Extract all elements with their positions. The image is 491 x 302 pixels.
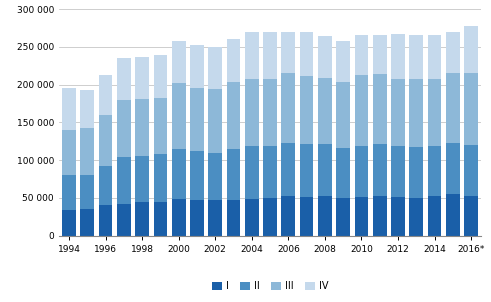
Bar	[300, 197, 313, 236]
Bar	[336, 148, 350, 198]
Bar	[464, 196, 478, 236]
Bar	[208, 200, 222, 236]
Bar	[81, 127, 94, 175]
Bar	[428, 146, 441, 196]
Bar	[227, 200, 241, 236]
Bar	[62, 175, 76, 210]
Bar	[446, 143, 460, 194]
Bar	[154, 202, 167, 236]
Bar	[464, 26, 478, 73]
Bar	[446, 32, 460, 73]
Bar	[190, 45, 204, 88]
Bar	[172, 83, 186, 149]
Bar	[135, 156, 149, 202]
Bar	[99, 166, 112, 205]
Bar	[373, 196, 386, 236]
Bar	[81, 209, 94, 236]
Bar	[154, 98, 167, 154]
Bar	[281, 73, 295, 143]
Bar	[318, 78, 332, 144]
Bar	[135, 202, 149, 236]
Bar	[300, 32, 313, 76]
Bar	[135, 99, 149, 156]
Bar	[263, 79, 277, 146]
Bar	[373, 144, 386, 196]
Bar	[172, 41, 186, 83]
Bar	[318, 196, 332, 236]
Bar	[464, 73, 478, 145]
Bar	[391, 34, 405, 79]
Bar	[81, 175, 94, 209]
Bar	[336, 198, 350, 236]
Bar	[263, 32, 277, 79]
Bar	[62, 130, 76, 175]
Bar	[190, 200, 204, 236]
Bar	[227, 82, 241, 149]
Bar	[245, 146, 259, 199]
Bar	[99, 205, 112, 236]
Bar	[172, 149, 186, 199]
Bar	[464, 145, 478, 196]
Bar	[245, 79, 259, 146]
Bar	[190, 88, 204, 151]
Bar	[409, 147, 423, 198]
Bar	[409, 35, 423, 79]
Bar	[208, 89, 222, 153]
Bar	[117, 58, 131, 100]
Bar	[391, 79, 405, 146]
Bar	[446, 73, 460, 143]
Bar	[99, 75, 112, 115]
Bar	[208, 153, 222, 200]
Bar	[300, 76, 313, 144]
Bar	[245, 32, 259, 79]
Bar	[355, 197, 368, 236]
Bar	[227, 149, 241, 200]
Bar	[281, 32, 295, 73]
Bar	[355, 36, 368, 75]
Bar	[355, 75, 368, 146]
Bar	[154, 154, 167, 202]
Bar	[117, 204, 131, 236]
Bar	[135, 57, 149, 99]
Legend: I, II, III, IV: I, II, III, IV	[212, 281, 328, 291]
Bar	[62, 210, 76, 236]
Bar	[428, 196, 441, 236]
Bar	[373, 36, 386, 74]
Bar	[318, 36, 332, 78]
Bar	[208, 47, 222, 89]
Bar	[409, 79, 423, 147]
Bar	[281, 143, 295, 196]
Bar	[409, 198, 423, 236]
Bar	[355, 146, 368, 197]
Bar	[117, 157, 131, 204]
Bar	[281, 196, 295, 236]
Bar	[391, 197, 405, 236]
Bar	[190, 151, 204, 200]
Bar	[245, 199, 259, 236]
Bar	[172, 199, 186, 236]
Bar	[336, 41, 350, 82]
Bar	[154, 55, 167, 98]
Bar	[227, 38, 241, 82]
Bar	[336, 82, 350, 148]
Bar	[318, 144, 332, 196]
Bar	[428, 79, 441, 146]
Bar	[99, 115, 112, 166]
Bar	[446, 194, 460, 236]
Bar	[263, 146, 277, 198]
Bar	[263, 198, 277, 236]
Bar	[300, 144, 313, 197]
Bar	[81, 90, 94, 127]
Bar	[373, 74, 386, 144]
Bar	[428, 36, 441, 79]
Bar	[117, 100, 131, 157]
Bar	[62, 88, 76, 130]
Bar	[391, 146, 405, 197]
